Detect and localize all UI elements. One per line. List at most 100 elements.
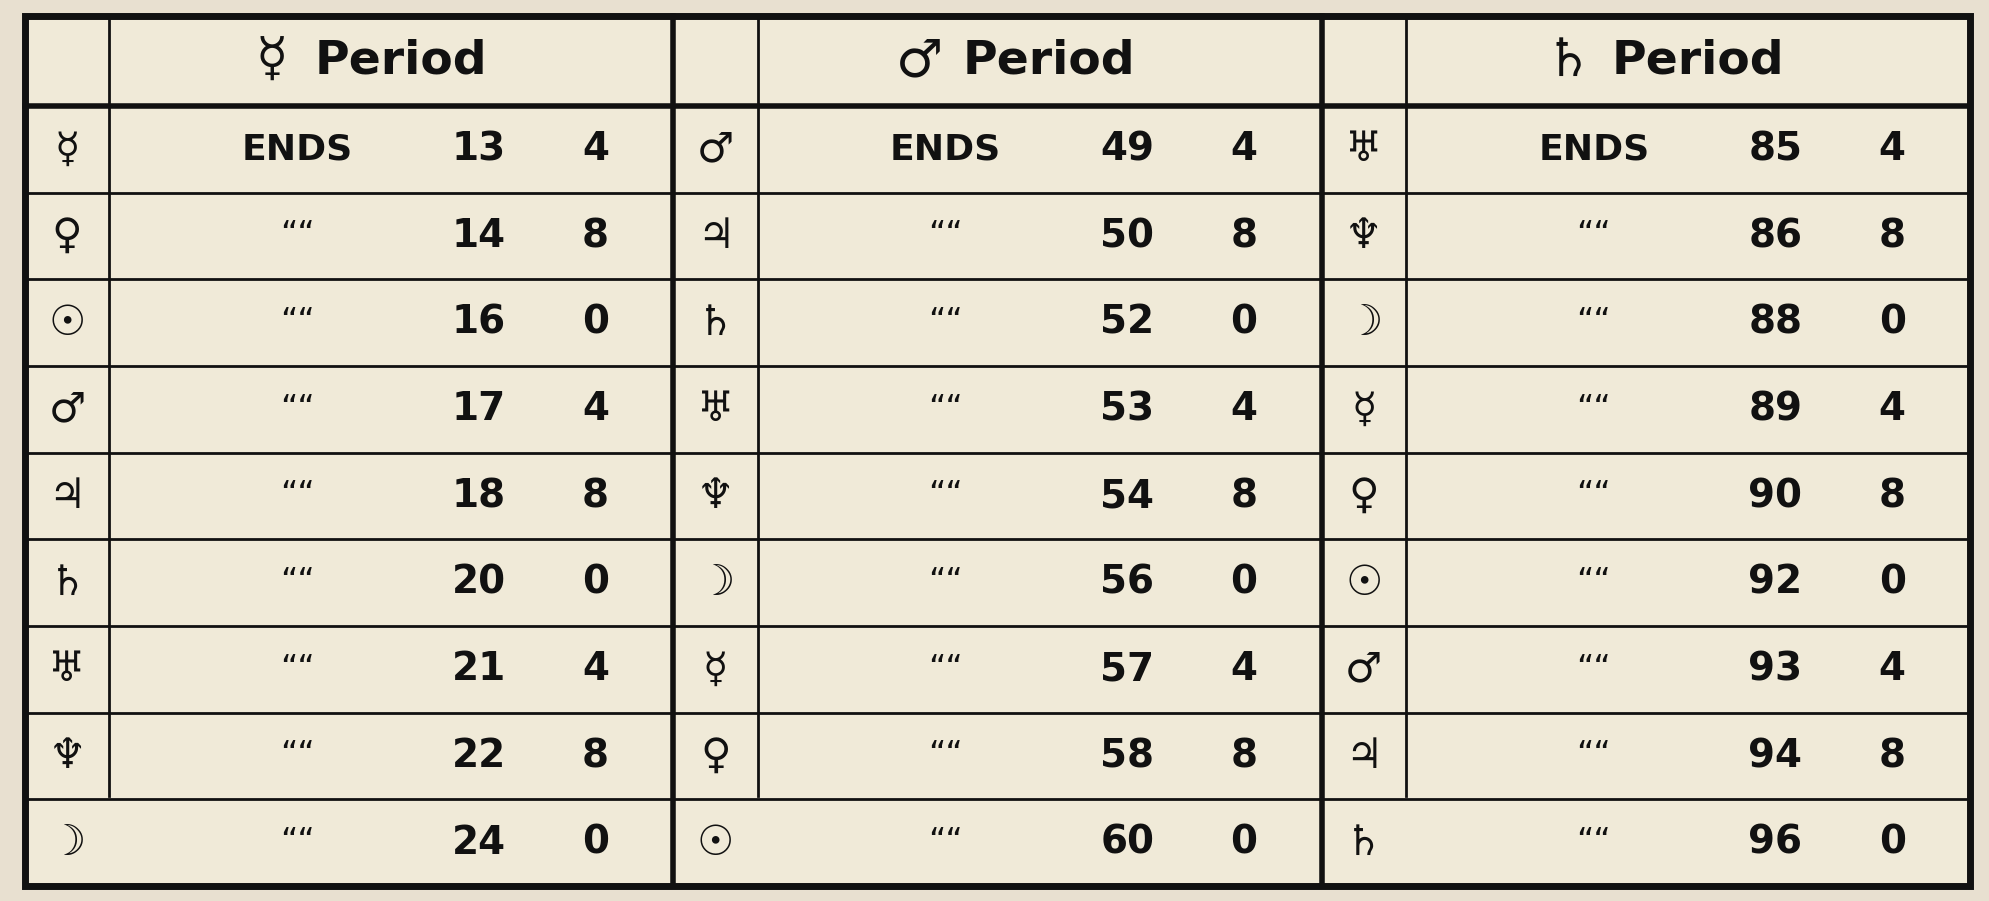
Text: ““: ““ [280, 653, 314, 686]
Text: 93: 93 [1748, 651, 1802, 688]
Text: 8: 8 [1229, 737, 1257, 775]
Text: 8: 8 [1229, 477, 1257, 515]
Text: 14: 14 [452, 217, 505, 255]
Text: ♄: ♄ [696, 302, 734, 343]
Text: ENDS: ENDS [241, 132, 352, 167]
Text: 4: 4 [1878, 131, 1905, 168]
Text: 8: 8 [1878, 477, 1905, 515]
Text: ♀: ♀ [52, 215, 82, 257]
Text: ““: ““ [927, 479, 963, 513]
Text: 21: 21 [452, 651, 505, 688]
Text: ““: ““ [1575, 740, 1611, 772]
Text: 4: 4 [1878, 390, 1905, 428]
Text: 0: 0 [581, 304, 609, 341]
Text: ““: ““ [927, 740, 963, 772]
Text: 0: 0 [1878, 824, 1905, 861]
Text: 4: 4 [581, 651, 609, 688]
Text: 89: 89 [1748, 390, 1802, 428]
Text: 49: 49 [1100, 131, 1154, 168]
Text: ☽: ☽ [1345, 302, 1382, 343]
Text: 54: 54 [1100, 477, 1154, 515]
Text: ♂: ♂ [895, 35, 943, 87]
Text: 90: 90 [1748, 477, 1802, 515]
Text: 4: 4 [1878, 651, 1905, 688]
Text: ♄: ♄ [48, 561, 86, 604]
Text: ““: ““ [1575, 653, 1611, 686]
Text: Period: Period [1611, 39, 1782, 84]
Text: 60: 60 [1100, 824, 1154, 861]
Text: Period: Period [314, 39, 487, 84]
Text: 22: 22 [452, 737, 505, 775]
Text: ♂: ♂ [48, 388, 86, 431]
Text: ““: ““ [280, 393, 314, 426]
Text: ““: ““ [1575, 479, 1611, 513]
Text: 8: 8 [581, 477, 609, 515]
Text: Period: Period [963, 39, 1136, 84]
Text: 18: 18 [452, 477, 505, 515]
Text: 53: 53 [1100, 390, 1154, 428]
Text: ““: ““ [280, 740, 314, 772]
Text: ♂: ♂ [696, 128, 734, 170]
Text: 56: 56 [1100, 564, 1154, 602]
Text: ““: ““ [1575, 306, 1611, 339]
Text: ♆: ♆ [696, 475, 734, 517]
Text: ☿: ☿ [1351, 388, 1376, 431]
Text: ““: ““ [927, 393, 963, 426]
Text: 50: 50 [1100, 217, 1154, 255]
Text: ““: ““ [1575, 220, 1611, 252]
Text: ENDS: ENDS [889, 132, 1000, 167]
Text: ☉: ☉ [1345, 561, 1382, 604]
Text: ““: ““ [280, 826, 314, 860]
Text: ☽: ☽ [696, 561, 734, 604]
Text: ““: ““ [927, 826, 963, 860]
Text: 4: 4 [1229, 131, 1257, 168]
Text: 92: 92 [1748, 564, 1802, 602]
Text: 0: 0 [1878, 564, 1905, 602]
Text: 57: 57 [1100, 651, 1154, 688]
Text: ““: ““ [280, 479, 314, 513]
Text: 8: 8 [581, 217, 609, 255]
Text: ♅: ♅ [696, 388, 734, 431]
Text: ““: ““ [927, 306, 963, 339]
Text: ♄: ♄ [1345, 822, 1382, 864]
Text: 20: 20 [452, 564, 505, 602]
Text: ENDS: ENDS [1537, 132, 1649, 167]
Text: 0: 0 [1229, 564, 1257, 602]
Text: ♃: ♃ [48, 475, 86, 517]
Text: ☿: ☿ [255, 35, 286, 87]
Text: 24: 24 [452, 824, 505, 861]
Text: ☽: ☽ [48, 822, 86, 864]
Text: ☿: ☿ [54, 128, 80, 170]
Text: 16: 16 [452, 304, 505, 341]
Text: ♆: ♆ [48, 735, 86, 777]
Text: ““: ““ [927, 653, 963, 686]
Text: ♂: ♂ [1345, 649, 1382, 690]
Text: ♆: ♆ [1345, 215, 1382, 257]
Text: ““: ““ [1575, 566, 1611, 599]
Text: ♃: ♃ [696, 215, 734, 257]
Text: ““: ““ [280, 566, 314, 599]
Text: 94: 94 [1748, 737, 1802, 775]
Text: 96: 96 [1748, 824, 1802, 861]
Text: ♅: ♅ [48, 649, 86, 690]
Text: 88: 88 [1748, 304, 1802, 341]
Text: ♃: ♃ [1345, 735, 1382, 777]
Text: 0: 0 [1878, 304, 1905, 341]
Text: 85: 85 [1748, 131, 1802, 168]
Text: ♄: ♄ [1543, 35, 1591, 87]
Text: 0: 0 [1229, 304, 1257, 341]
Text: 8: 8 [1229, 217, 1257, 255]
Text: 0: 0 [581, 564, 609, 602]
Text: 4: 4 [581, 131, 609, 168]
Text: 4: 4 [1229, 651, 1257, 688]
Text: 4: 4 [1229, 390, 1257, 428]
Text: ☉: ☉ [696, 822, 734, 864]
Text: ““: ““ [927, 220, 963, 252]
Text: 52: 52 [1100, 304, 1154, 341]
Text: 8: 8 [1878, 737, 1905, 775]
Text: ♀: ♀ [1349, 475, 1378, 517]
Text: 86: 86 [1748, 217, 1802, 255]
Text: 8: 8 [581, 737, 609, 775]
Text: ““: ““ [280, 220, 314, 252]
Text: 0: 0 [1229, 824, 1257, 861]
